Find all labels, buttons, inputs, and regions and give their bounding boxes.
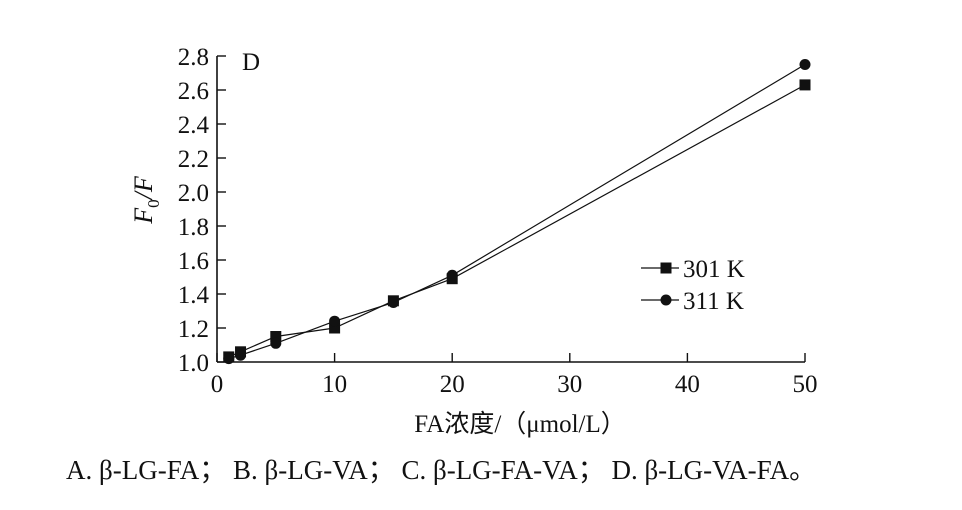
series-layer — [223, 59, 811, 365]
y-tick-label: 1.4 — [178, 282, 210, 309]
y-axis-label-main: F — [129, 207, 158, 225]
y-tick-label: 1.6 — [178, 248, 209, 275]
legend-item: 311 K — [641, 288, 744, 315]
y-tick-label: 1.2 — [178, 316, 209, 343]
x-axis-label: FA浓度/（μmol/L） — [414, 410, 626, 438]
series-311-k — [223, 59, 811, 365]
data-point-circle — [235, 349, 247, 361]
data-point-circle — [446, 269, 458, 281]
panel-label: D — [242, 49, 260, 76]
legend: 301 K 311 K — [641, 256, 745, 315]
x-tick-label: 0 — [211, 371, 224, 398]
data-point-circle — [223, 353, 235, 365]
y-axis-label-rest: /F — [129, 175, 158, 201]
x-tick-label: 20 — [440, 371, 465, 398]
data-point-circle — [329, 315, 341, 327]
data-point-square — [799, 79, 811, 91]
x-tick-label: 30 — [557, 371, 582, 398]
y-tick-label: 2.6 — [178, 78, 209, 105]
legend-label: 301 K — [683, 256, 745, 283]
legend-label: 311 K — [683, 288, 744, 315]
axes: 1.0 1.2 1.4 1.6 1.8 2.0 2.2 2.4 2.6 2.8 0 10 20 30 40 5… — [178, 44, 818, 398]
y-tick-label: 2.4 — [178, 112, 210, 139]
data-point-square — [329, 322, 341, 334]
data-point-square — [270, 331, 282, 342]
y-tick-label: 2.0 — [178, 180, 209, 207]
series-301-k — [223, 79, 811, 363]
data-point-circle — [799, 59, 811, 70]
series-line — [228, 84, 806, 358]
x-tick-label: 10 — [322, 371, 347, 398]
y-axis-label-sub: 0 — [144, 199, 163, 208]
y-tick-label: 2.8 — [178, 44, 209, 71]
legend-item: 301 K — [641, 256, 745, 283]
x-tick-label: 40 — [675, 371, 700, 398]
data-point-circle — [270, 337, 282, 349]
y-axis-label: F0/F — [129, 175, 163, 225]
y-tick-label: 2.2 — [178, 146, 209, 173]
x-tick-label: 50 — [793, 371, 818, 398]
figure-caption: A. β-LG-FA； B. β-LG-VA； C. β-LG-FA-VA； D… — [66, 455, 817, 485]
legend-marker-circle — [660, 294, 672, 306]
y-tick-label: 1.8 — [178, 214, 209, 241]
legend-marker-square — [660, 262, 672, 274]
line-chart: 1.0 1.2 1.4 1.6 1.8 2.0 2.2 2.4 2.6 2.8 0 10 20 30 40 5… — [129, 44, 818, 438]
data-point-circle — [387, 297, 399, 308]
y-tick-label: 1.0 — [178, 350, 209, 377]
